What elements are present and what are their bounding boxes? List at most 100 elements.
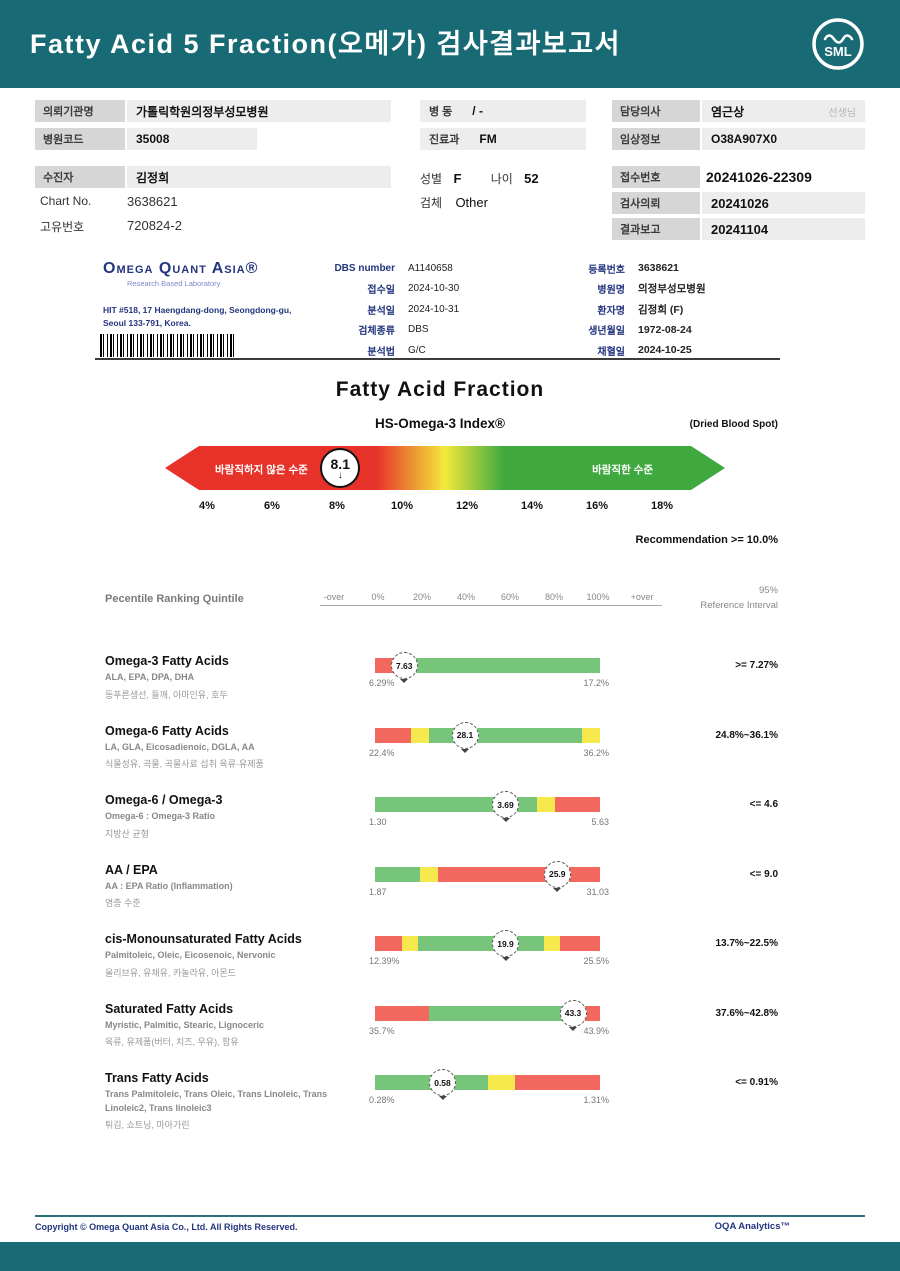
reference-header-line1: 95% (758, 585, 778, 596)
bar-segments (375, 797, 600, 812)
fatty-acid-row: Omega-6 / Omega-3 Omega-6 : Omega-3 Rati… (0, 787, 900, 857)
lab-field-label: 분석법 (367, 346, 395, 358)
lab-name: Omega Quant Asia® (103, 260, 259, 277)
value-marker: 28.1 (451, 721, 479, 753)
chart-no-value: 3638621 (127, 194, 178, 209)
percentile-tick-label: 80% (544, 592, 564, 602)
clinical-value: O38A907X0 (702, 128, 865, 150)
fatty-acid-row: cis-Monounsaturated Fatty Acids Palmitol… (0, 926, 900, 996)
lab-subtitle: Research Based Laboratory (127, 279, 221, 288)
fatty-acid-sources: 튀김, 쇼트닝, 마아가린 (105, 1120, 190, 1130)
specimen-label: 검체 (420, 196, 443, 210)
marker-value: 7.63 (395, 660, 413, 671)
fatty-acid-name: Saturated Fatty Acids (105, 1001, 234, 1016)
quintile-bar: 3.69 1.30 5.63 (369, 791, 609, 827)
bar-segment-yellow (402, 936, 418, 951)
row-text-block: cis-Monounsaturated Fatty Acids Palmitol… (105, 932, 367, 979)
range-max-label: 1.31% (583, 1095, 609, 1105)
bar-segment-green (395, 658, 600, 673)
specimen-field: 검체 Other (420, 194, 488, 211)
lab-field-row: 생년월일 1972-08-24 (530, 320, 706, 341)
row-text-block: Omega-3 Fatty Acids ALA, EPA, DPA, DHA 등… (105, 654, 367, 701)
fatty-acid-sources: 식물성유, 곡물, 곡물사료 섭취 육류·유제품 (105, 759, 264, 769)
dept-value: FM (479, 132, 497, 146)
row-text-block: Saturated Fatty Acids Myristic, Palmitic… (105, 1002, 367, 1049)
bar-segment-green (417, 936, 544, 951)
sml-logo-icon: SML (812, 18, 864, 70)
lab-section: Omega Quant Asia® Research Based Laborat… (0, 252, 900, 370)
gauge-tick-label: 14% (520, 500, 544, 512)
patient-name-value: 김정희 (127, 166, 391, 188)
sex-age-field: 성별 F 나이 52 (420, 170, 539, 187)
lab-field-row: 분석법 G/C (290, 340, 459, 361)
reference-value: >= 7.27% (735, 660, 778, 671)
marker-value: 28.1 (456, 730, 474, 740)
patient-label: 수진자 (35, 166, 125, 188)
chart-title: Fatty Acid Fraction (335, 378, 545, 401)
sex-value: F (453, 171, 462, 186)
receipt-value: 20241026-22309 (706, 169, 812, 185)
org-label: 의뢰기관명 (35, 100, 125, 122)
ward-field: 병 동 / - (420, 100, 586, 122)
value-marker: 43.3 (559, 999, 587, 1031)
range-min-label: 12.39% (369, 956, 400, 966)
percentile-tick-label: +over (630, 592, 654, 602)
gauge-ticks: 4% 6% 8% 10% 12% 14% 16% 18% (165, 500, 725, 516)
quintile-bar: 7.63 6.29% 17.2% (369, 652, 609, 688)
specimen-value: Other (455, 195, 488, 210)
request-value: 20241026 (702, 192, 865, 214)
lab-field-label: 병원명 (597, 285, 625, 297)
row-text-block: Omega-6 Fatty Acids LA, GLA, Eicosadieno… (105, 724, 367, 771)
lab-field-value: A1140658 (408, 262, 453, 274)
fatty-acid-components: LA, GLA, Eicosadienoic, DGLA, AA (105, 741, 255, 752)
marker-down-arrow-icon (461, 748, 469, 757)
marker-down-arrow-icon (501, 818, 510, 826)
report-date-label: 결과보고 (612, 218, 700, 240)
marker-value: 3.69 (497, 799, 514, 810)
fatty-acid-components: Trans Palmitoleic, Trans Oleic, Trans Li… (105, 1089, 328, 1113)
bar-segment-yellow (420, 866, 438, 882)
omega3-index-gauge: 바람직하지 않은 수준 바람직한 수준 8.1 ↓ 4% 6% 8% 10% 12% 14… (165, 446, 725, 524)
bar-segments (375, 936, 600, 951)
marker-value: 43.3 (564, 1008, 582, 1018)
lab-field-value: DBS (408, 324, 429, 336)
chart-no-label: Chart No. (40, 194, 92, 208)
lab-field-row: 등록번호 3638621 (530, 258, 706, 279)
lab-field-value: 1972-08-24 (638, 323, 692, 336)
sml-logo-text: SML (824, 44, 852, 59)
lab-field-label: 접수일 (367, 285, 395, 297)
bar-segment-red (514, 1075, 600, 1090)
gauge-tick-label: 8% (329, 500, 345, 512)
dept-field: 진료과 FM (420, 128, 586, 150)
page-title: Fatty Acid 5 Fraction(오메가) 검사결과보고서 (30, 29, 621, 59)
lab-field-row: 검체종류 DBS (290, 320, 459, 341)
percentile-tick-label: 60% (500, 592, 520, 602)
request-label: 검사의뢰 (612, 192, 700, 214)
fatty-acid-sources: 육류, 유제품(버터, 치즈, 우유), 팜유 (105, 1037, 239, 1047)
bar-segment-red (375, 658, 396, 673)
marker-down-arrow-icon (553, 887, 562, 896)
doctor-field: 염근상 선생님 (702, 100, 865, 122)
lab-field-label: DBS number (334, 262, 395, 274)
sex-label: 성별 (420, 172, 443, 186)
range-min-label: 35.7% (369, 1025, 395, 1036)
footer-divider (35, 1215, 865, 1217)
fatty-acid-sources: 등푸른생선, 들깨, 아마인유, 호두 (105, 689, 228, 700)
fatty-acid-name: Omega-6 / Omega-3 (105, 793, 223, 807)
down-arrow-icon: ↓ (337, 470, 343, 481)
fatty-acid-row: Trans Fatty Acids Trans Palmitoleic, Tra… (0, 1065, 900, 1135)
range-min-label: 1.87 (369, 886, 387, 897)
quintile-bar: 25.9 1.87 31.03 (369, 860, 609, 897)
bar-segment-yellow (543, 936, 560, 951)
doctor-suffix: 선생님 (828, 107, 856, 119)
clinical-label: 임상정보 (612, 128, 700, 150)
unique-no-label: 고유번호 (40, 220, 85, 234)
marker-value: 19.9 (497, 938, 514, 949)
fatty-acid-row: Saturated Fatty Acids Myristic, Palmitic… (0, 996, 900, 1066)
marker-down-arrow-icon (438, 1096, 447, 1104)
bar-segment-yellow (537, 797, 555, 812)
row-text-block: Omega-6 / Omega-3 Omega-6 : Omega-3 Rati… (105, 793, 367, 840)
gauge-body (199, 446, 691, 490)
fatty-acid-components: Palmitoleic, Oleic, Eicosenoic, Nervonic (105, 950, 276, 960)
